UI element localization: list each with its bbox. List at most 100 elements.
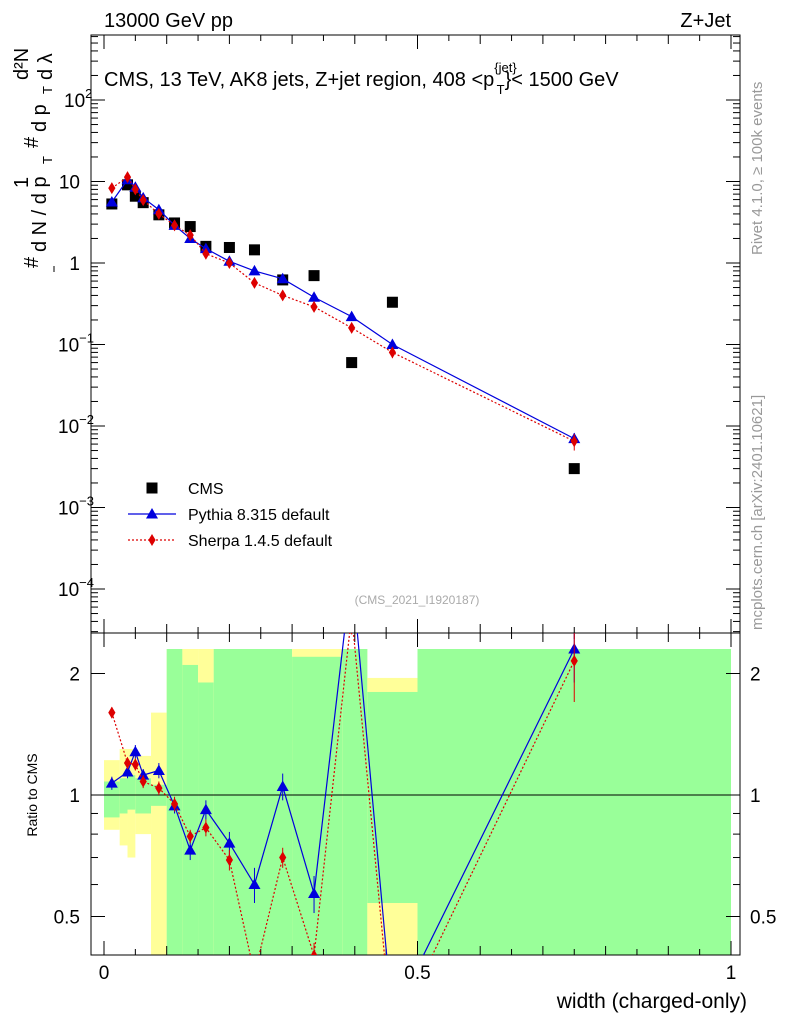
ratio-y-axis-label: Ratio to CMS [24, 753, 40, 836]
pythia-point-0 [105, 196, 118, 207]
ratio-y-tick-label-2: 2 [69, 665, 80, 686]
y-tick-label-4: 1 [69, 254, 80, 275]
pythia-point-9 [248, 264, 261, 276]
ratio-sherpa-point-9 [251, 968, 258, 980]
title-prefix: CMS, 13 TeV, AK8 jets, Z+jet region, 408… [104, 69, 494, 91]
ratio-sherpa-point-2 [131, 758, 139, 771]
sherpa-point-12 [348, 321, 356, 334]
ratio-sherpa-point-6 [186, 830, 194, 843]
ratio-sherpa-point-1 [123, 757, 132, 770]
sherpa-point-14 [570, 435, 578, 448]
y-label-d2n: d²N [11, 48, 33, 80]
y-tick-label-5: 10 [59, 173, 80, 194]
pythia-point-13 [386, 338, 399, 349]
cms-point-11 [308, 270, 320, 282]
y-label-hash-2: # [21, 136, 43, 148]
sherpa-point-5 [170, 219, 179, 232]
plot-title: CMS, 13 TeV, AK8 jets, Z+jet region, 408… [104, 60, 619, 97]
main-panel: 10−4 10−3 10−2 10−1 1 10 102 CMS Pythia 8.315 de… [58, 34, 741, 634]
cms-point-1 [122, 179, 134, 191]
legend-label-0: CMS [188, 481, 224, 498]
title-superscript: {jet} [494, 60, 517, 75]
ratio-sherpa-point-7 [202, 821, 210, 834]
x-tick-label-2: 1 [726, 963, 737, 984]
sherpa-point-0 [108, 182, 116, 195]
sherpa-point-13 [388, 346, 397, 359]
y-tick-label-0: 10−4 [58, 575, 94, 601]
sherpa-point-8 [225, 257, 233, 269]
ratio-pythia-point-2 [129, 745, 142, 757]
ratio-pythia-point-4 [152, 764, 165, 776]
ratio-pythia-point-7 [199, 803, 212, 815]
ratio-sherpa-point-11 [310, 949, 318, 955]
ratio-sherpa-point-14 [570, 654, 578, 667]
y-tick-label-6: 102 [64, 86, 92, 112]
ratio-sherpa-point-0 [108, 706, 116, 719]
y-label-one: 1 [11, 177, 33, 188]
ratio-pythia-point-13 [386, 1012, 398, 1023]
green-band-3 [135, 778, 152, 814]
y-label-dn-dpt: d N / d p [29, 176, 51, 252]
uncertainty-bands [104, 649, 731, 955]
ratio-y-tick-label-0: 0.5 [54, 908, 80, 929]
y-tick-label-1: 10−3 [58, 494, 94, 520]
pythia-point-10 [276, 272, 289, 284]
yellow-band-4 [151, 712, 167, 955]
ratio-pythia-point-11 [308, 887, 321, 899]
cms-point-8 [223, 241, 235, 253]
green-band-8 [213, 649, 293, 955]
ratio-pythia-point-10 [276, 780, 289, 791]
legend-marker-2 [148, 534, 156, 546]
cms-point-9 [248, 244, 260, 256]
ratio-sherpa-point-8 [225, 854, 233, 867]
x-tick-label-1: 0.5 [404, 963, 430, 984]
cms-point-14 [568, 463, 580, 475]
ratio-pythia-point-8 [223, 837, 236, 848]
ratio-y-tick-label-right-2: 2 [750, 665, 761, 686]
ratio-sherpa-point-5 [170, 797, 179, 810]
sherpa-point-3 [139, 194, 147, 207]
sherpa-point-9 [250, 276, 259, 289]
mcplots-label: mcplots.cern.ch [arXiv:2401.10621] [749, 395, 766, 630]
legend-marker-1 [146, 508, 158, 519]
y-label-sub-t: T [40, 156, 55, 164]
main-line-1 [111, 178, 575, 440]
main-series [105, 171, 581, 475]
legend-marker-0 [146, 482, 158, 494]
main-line-2 [111, 176, 575, 442]
ratio-y-tick-label-right-1: 1 [750, 786, 761, 807]
ratio-y-tick-label-right-0: 0.5 [750, 908, 776, 929]
green-band-11 [367, 691, 418, 904]
x-tick-label-0: 0 [99, 963, 110, 984]
y-label-dpt: d p [29, 104, 51, 132]
ratio-pythia-point-9 [248, 878, 261, 890]
ratio-panel-frame [90, 632, 741, 956]
sherpa-point-6 [186, 229, 194, 242]
ratio-pythia-point-12 [346, 564, 358, 575]
ratio-sherpa-point-12 [348, 609, 355, 621]
y-label-dlambda: d λ [35, 53, 57, 80]
green-band-0 [104, 781, 120, 818]
y-tick-label-3: 10−1 [58, 331, 94, 357]
ratio-sherpa-point-3 [139, 775, 147, 788]
y-label-hash-1: # [21, 256, 43, 268]
cms-point-12 [346, 357, 358, 369]
pythia-point-12 [345, 310, 358, 322]
sherpa-point-4 [155, 207, 163, 220]
ratio-panel: 0 0.5 1 0.5 0.5 1 1 2 2 [54, 564, 776, 1023]
green-band-5 [166, 649, 183, 955]
header-left-label: 13000 GeV pp [104, 10, 233, 32]
sherpa-point-7 [202, 247, 210, 260]
sherpa-point-1 [123, 171, 132, 184]
header-right-label: Z+Jet [680, 10, 731, 32]
y-label-sub-t-2: T [40, 86, 55, 94]
chart-labels: 13000 GeV pp Z+Jet Rivet 4.1.0, ≥ 100k e… [11, 10, 766, 1013]
legend-label-2: Sherpa 1.4.5 default [188, 533, 333, 550]
ratio-pythia-point-3 [137, 769, 150, 780]
title-suffix: }< 1500 GeV [505, 69, 620, 91]
sherpa-point-10 [279, 289, 287, 302]
ratio-y-tick-label-1: 1 [69, 786, 80, 807]
green-band-1 [119, 778, 128, 814]
cms-point-13 [386, 296, 398, 308]
